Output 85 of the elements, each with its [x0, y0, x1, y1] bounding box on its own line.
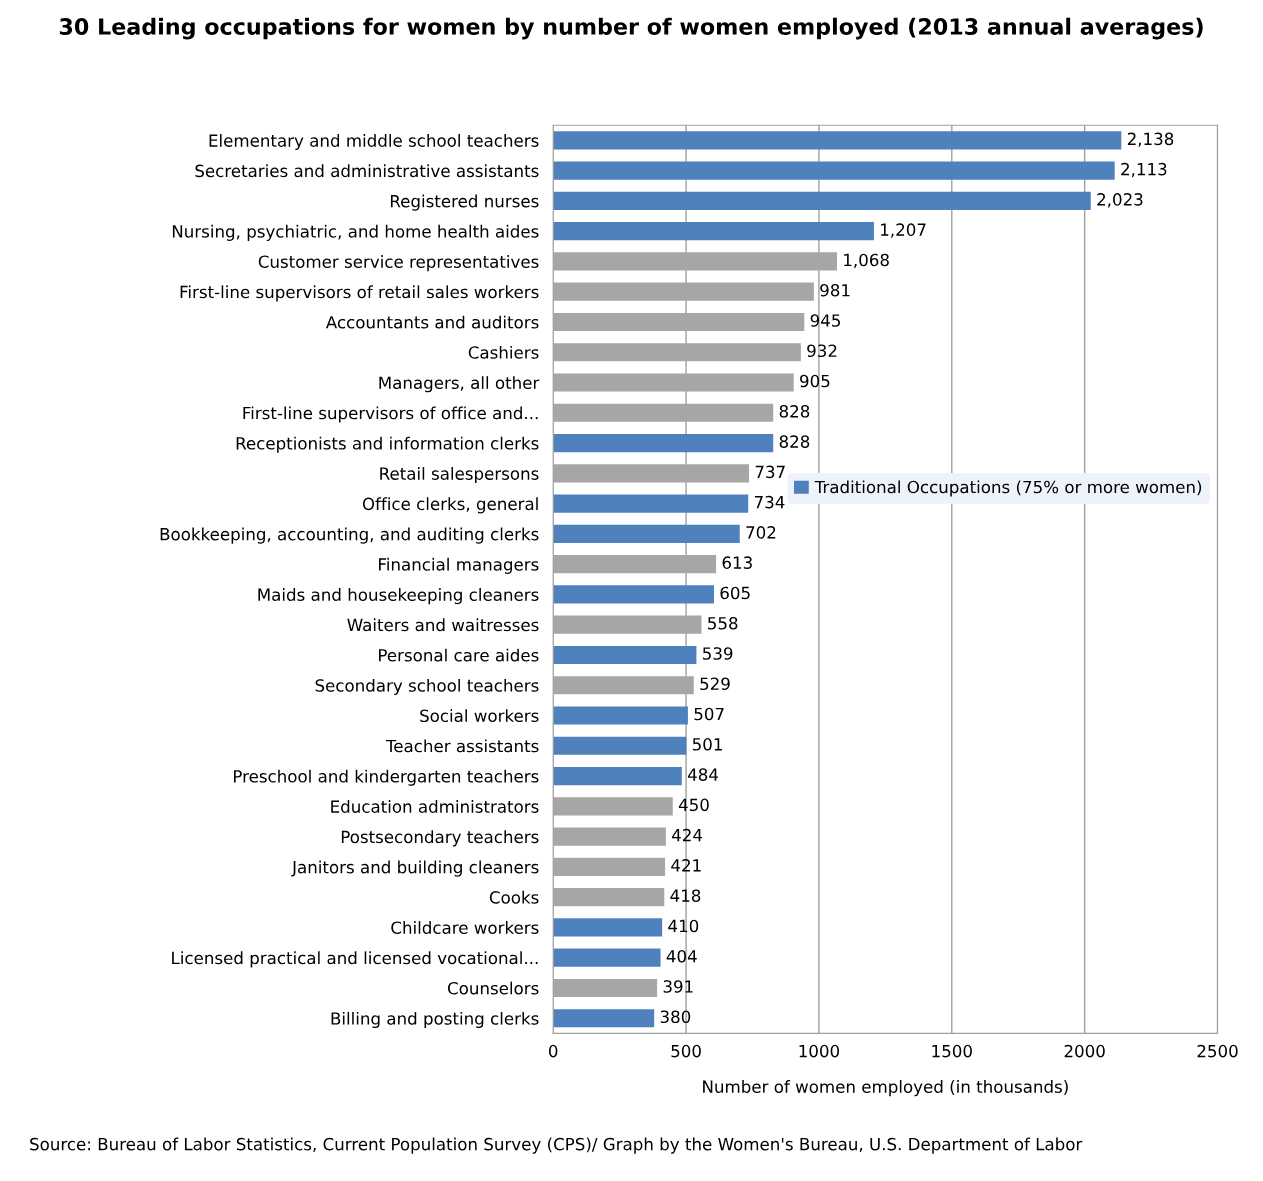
- data-label: 2,138: [1127, 132, 1174, 147]
- data-label: 981: [820, 283, 850, 297]
- data-label: 605: [720, 586, 750, 600]
- bar: [553, 766, 682, 786]
- data-label: 424: [672, 828, 703, 842]
- data-label: 539: [703, 647, 733, 660]
- y-tick-label: Counselors: [447, 981, 539, 995]
- data-label: 501: [692, 738, 722, 751]
- data-label: 421: [671, 859, 701, 872]
- y-tick-label: Customer service representatives: [258, 255, 539, 272]
- x-tick-label: 2000: [1064, 1044, 1105, 1058]
- x-tick-label: 500: [671, 1044, 701, 1058]
- y-tick-label: Personal care aides: [379, 648, 539, 662]
- bar: [553, 1009, 655, 1028]
- bar: [553, 736, 687, 755]
- y-tick-label: Secretaries and administrative assistants: [195, 164, 539, 178]
- y-tick-label: Social workers: [420, 709, 539, 723]
- y-tick-label: Education administrators: [331, 800, 539, 813]
- y-tick-label: Registered nurses: [390, 194, 539, 211]
- bar: [553, 222, 874, 241]
- x-tick-label: 2500: [1197, 1044, 1238, 1058]
- y-tick-label: Teacher assistants: [385, 739, 539, 753]
- bar: [553, 433, 774, 453]
- bar: [553, 524, 740, 543]
- y-tick-label: First-line supervisors of retail sales workers: [180, 285, 539, 302]
- bar: [553, 131, 1122, 150]
- y-tick-label: Financial managers: [379, 557, 539, 574]
- data-label: 737: [755, 465, 785, 479]
- bar: [553, 706, 688, 725]
- y-tick-label: Maids and housekeeping cleaners: [258, 588, 539, 605]
- data-label: 507: [694, 707, 724, 721]
- data-label: 945: [810, 314, 840, 327]
- data-label: 932: [807, 344, 837, 358]
- y-tick-label: Cashiers: [468, 345, 539, 359]
- bar: [553, 191, 1091, 210]
- data-label: 905: [800, 374, 830, 388]
- bar: [553, 948, 661, 967]
- y-tick-label: Licensed practical and licensed vocational...: [172, 951, 538, 968]
- data-label: 2,023: [1097, 193, 1143, 208]
- chart-title: 30 Leading occupations for women by number of women employed (2013 annual averages): [59, 17, 1203, 40]
- data-label: 558: [708, 616, 738, 630]
- data-label: 380: [660, 1010, 691, 1024]
- data-label: 410: [668, 919, 699, 933]
- y-tick-label: Childcare workers: [391, 921, 539, 934]
- bar: [553, 494, 749, 513]
- data-label: 484: [687, 768, 718, 781]
- data-label: 1,068: [844, 253, 889, 268]
- y-tick-label: Receptionists and information clerks: [236, 436, 539, 453]
- y-tick-label: Office clerks, general: [362, 497, 538, 514]
- bar: [553, 645, 697, 665]
- source-note: Source: Bureau of Labor Statistics, Current Population Survey (CPS)/ Graph by the Women's Bureau, U.S. Department of Labor: [30, 1137, 1083, 1154]
- data-label: 734: [754, 495, 785, 509]
- data-label: 450: [678, 798, 709, 812]
- y-tick-label: Secondary school teachers: [315, 678, 539, 696]
- y-tick-label: Nursing, psychiatric, and home health aides: [172, 224, 539, 241]
- y-tick-label: Preschool and kindergarten teachers: [234, 769, 539, 786]
- y-tick-label: Elementary and middle school teachers: [209, 133, 539, 151]
- data-label: 418: [670, 889, 701, 902]
- data-label: 828: [779, 435, 810, 448]
- y-tick-label: Postsecondary teachers: [341, 830, 539, 847]
- bar: [553, 585, 714, 604]
- y-tick-label: Janitors and building cleaners: [291, 860, 539, 877]
- data-label: 613: [722, 556, 752, 569]
- bar: [553, 918, 663, 937]
- y-tick-label: Retail salespersons: [380, 466, 539, 484]
- x-tick-label: 1000: [799, 1044, 840, 1058]
- x-tick-label: 1500: [932, 1044, 972, 1058]
- data-label: 2,113: [1121, 162, 1167, 178]
- x-tick-label: 0: [548, 1044, 558, 1058]
- y-tick-label: First-line supervisors of office and...: [243, 406, 538, 423]
- y-tick-label: Accountants and auditors: [325, 315, 539, 329]
- data-label: 702: [746, 526, 776, 539]
- y-tick-label: Cooks: [489, 890, 539, 904]
- data-label: 1,207: [881, 223, 926, 238]
- y-tick-label: Managers, all other: [379, 376, 540, 393]
- bar: [553, 161, 1115, 180]
- y-tick-label: Billing and posting clerks: [331, 1011, 539, 1029]
- data-label: 391: [663, 980, 693, 993]
- legend-label: Traditional Occupations (75% or more women): [814, 480, 1202, 497]
- y-tick-label: Bookkeeping, accounting, and auditing clerks: [160, 527, 539, 544]
- data-label: 404: [666, 949, 697, 963]
- data-label: 529: [700, 677, 730, 691]
- data-label: 828: [779, 405, 810, 418]
- x-axis-title: Number of women employed (in thousands): [703, 1080, 1068, 1097]
- y-tick-label: Waiters and waitresses: [347, 618, 539, 632]
